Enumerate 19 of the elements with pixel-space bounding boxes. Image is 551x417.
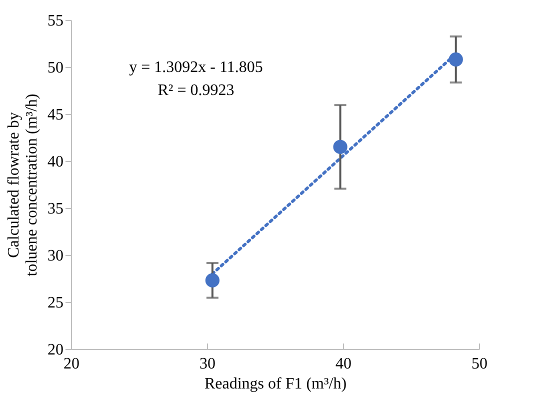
- y-tick-label: 45: [48, 106, 64, 124]
- y-tick-label: 40: [48, 154, 64, 170]
- y-tick-label: 50: [48, 60, 64, 76]
- annotation: y = 1.3092x - 11.805: [129, 59, 263, 76]
- y-tick-label: 20: [48, 342, 64, 358]
- y-tick-label: 55: [48, 12, 64, 30]
- x-tick-label: 50: [472, 356, 488, 372]
- y-tick-label: 30: [48, 248, 64, 264]
- x-axis-title: Readings of F1 (m³/h): [204, 376, 347, 392]
- y-tick-label: 35: [48, 200, 64, 218]
- point: [333, 140, 348, 154]
- point: [205, 273, 220, 288]
- x-tick-label: 20: [64, 356, 80, 372]
- annotation: R² = 0.9923: [158, 82, 234, 99]
- point: [448, 52, 463, 67]
- x-tick-label: 30: [200, 356, 216, 372]
- y-axis-title: Calculated flowrate by toluene concentration (m³/h): [6, 94, 40, 276]
- x-tick-label: 40: [336, 356, 352, 372]
- y-tick-label: 25: [48, 294, 64, 312]
